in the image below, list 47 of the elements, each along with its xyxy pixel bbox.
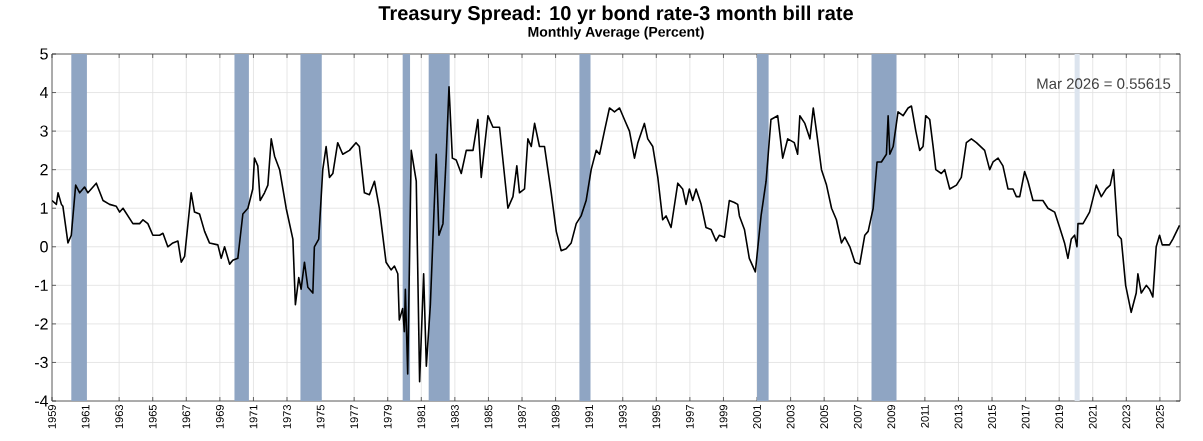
- x-tick-label: 1969: [215, 405, 224, 429]
- annotation: Mar 2026 = 0.55615: [1037, 78, 1171, 89]
- x-tick-label: 2001: [753, 405, 761, 429]
- x-tick-label: 2009: [887, 405, 896, 429]
- x-tick-label: 1997: [685, 405, 694, 429]
- x-tick-label: 1995: [652, 404, 661, 429]
- x-tick-label: 1965: [148, 404, 157, 429]
- x-tick-label: 1989: [551, 405, 560, 429]
- x-tick-label: 2023: [1122, 405, 1131, 429]
- x-tick-label: 2017: [1021, 405, 1030, 429]
- x-tick-label: 1993: [618, 405, 627, 429]
- x-tick-label: 1981: [417, 405, 426, 429]
- y-tick-label: 2: [40, 164, 48, 176]
- y-tick-label: -4: [34, 395, 49, 407]
- x-tick-label: 1983: [450, 405, 459, 429]
- x-tick-label: 2013: [954, 405, 963, 429]
- y-tick-label: -1: [34, 279, 48, 291]
- x-tick-label: 1973: [283, 405, 291, 429]
- x-tick-label: 2003: [786, 405, 795, 429]
- x-tick-label: 2007: [853, 405, 862, 429]
- y-tick-label: 0: [40, 241, 48, 253]
- x-tick-label: 1971: [249, 405, 258, 429]
- y-tick-label: 3: [40, 125, 48, 137]
- x-tick-label: 1975: [316, 404, 325, 429]
- x-tick-label: 2011: [920, 405, 929, 428]
- x-tick-label: 1979: [383, 405, 392, 429]
- x-tick-label: 1999: [719, 405, 728, 429]
- x-tick-label: 1985: [484, 404, 493, 429]
- y-tick-label: 1: [40, 202, 48, 214]
- x-tick-label: 2025: [1155, 404, 1164, 429]
- y-tick-label: 5: [40, 48, 48, 60]
- x-tick-label: 1963: [115, 405, 124, 429]
- x-tick-label: 1991: [585, 405, 594, 429]
- x-tick-label: 2021: [1088, 405, 1097, 429]
- x-tick-label: 2019: [1055, 405, 1064, 429]
- x-tick-label: 1987: [518, 405, 526, 429]
- chart-title: Treasury Spread: 10 yr bond rate-3 month bill rate: [378, 5, 853, 25]
- chart-subtitle: Monthly Average (Percent): [528, 26, 704, 40]
- y-tick-label: -2: [34, 318, 48, 330]
- y-tick-label: 4: [39, 87, 49, 99]
- x-tick-label: 2005: [820, 404, 829, 429]
- x-tick-label: 1961: [81, 405, 90, 429]
- x-tick-label: 2015: [988, 404, 996, 429]
- x-tick-label: 1959: [48, 405, 56, 429]
- x-tick-label: 1967: [182, 405, 191, 429]
- y-tick-label: -3: [34, 356, 48, 369]
- x-tick-label: 1977: [350, 405, 359, 429]
